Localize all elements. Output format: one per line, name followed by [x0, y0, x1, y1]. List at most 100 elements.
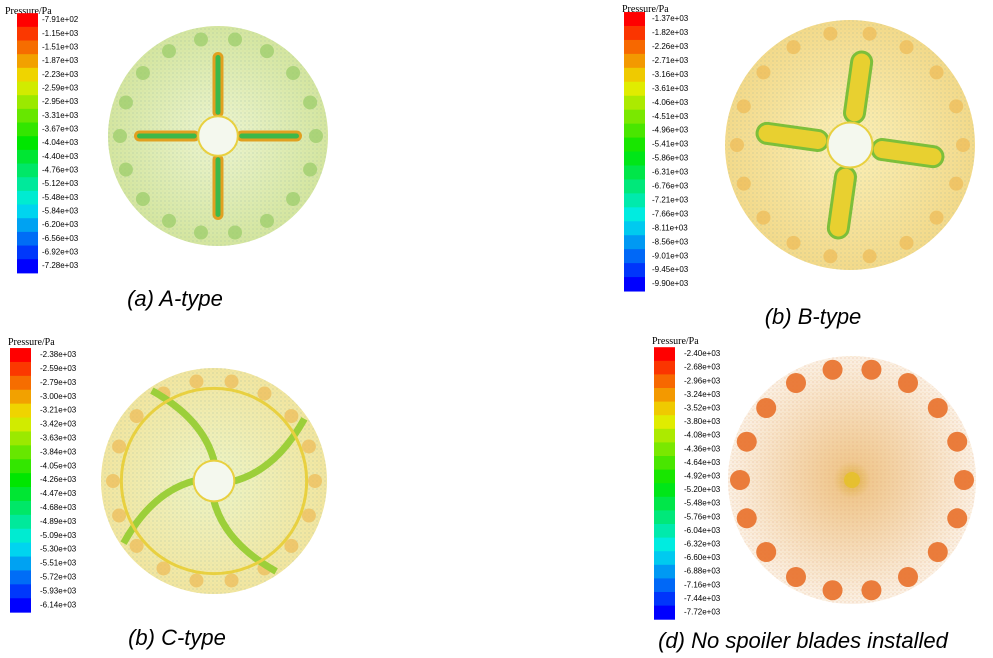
color-block [624, 138, 645, 152]
spoiler [286, 66, 300, 80]
color-block [17, 205, 38, 219]
legend-label: -4.51e+03 [652, 112, 689, 121]
color-block [624, 249, 645, 263]
caption: (a) A-type [127, 286, 223, 311]
spoiler [954, 470, 974, 490]
color-block [17, 177, 38, 191]
legend-label: -9.45e+03 [652, 265, 689, 274]
caption: (d) No spoiler blades installed [658, 628, 949, 653]
legend-label: -4.40e+03 [42, 152, 79, 161]
spoiler [737, 508, 757, 528]
spoiler [930, 211, 944, 225]
spoiler [823, 249, 837, 263]
color-block [654, 388, 675, 402]
legend-label: -6.76e+03 [652, 182, 689, 191]
legend-label: -4.08e+03 [684, 431, 721, 440]
legend-label: -2.96e+03 [684, 376, 721, 385]
spoiler [157, 561, 171, 575]
contour-disc [101, 368, 327, 594]
spoiler [898, 567, 918, 587]
spoiler [928, 398, 948, 418]
legend-label: -8.56e+03 [652, 237, 689, 246]
color-block [654, 510, 675, 524]
spoiler [737, 99, 751, 113]
spoiler [260, 214, 274, 228]
color-block [10, 459, 31, 473]
contour-disc [108, 26, 328, 246]
legend-label: -7.16e+03 [684, 580, 721, 589]
spoiler [947, 508, 967, 528]
color-block [10, 543, 31, 557]
legend-label: -4.47e+03 [40, 489, 77, 498]
legend-label: -3.31e+03 [42, 111, 79, 120]
spoiler [106, 474, 120, 488]
legend-label: -7.91e+02 [42, 15, 79, 24]
color-block [17, 136, 38, 150]
legend-label: -6.56e+03 [42, 234, 79, 243]
spoiler [949, 99, 963, 113]
legend-label: -2.68e+03 [684, 363, 721, 372]
blade [214, 54, 222, 117]
legend-label: -3.84e+03 [40, 447, 77, 456]
color-block [654, 347, 675, 361]
legend-label: -4.64e+03 [684, 458, 721, 467]
color-block [654, 402, 675, 416]
legend-label: -7.66e+03 [652, 209, 689, 218]
color-block [10, 445, 31, 459]
legend-label: -5.41e+03 [652, 140, 689, 149]
color-block [17, 218, 38, 232]
spoiler [787, 40, 801, 54]
color-block [654, 538, 675, 552]
color-block [10, 598, 31, 612]
spoiler [162, 44, 176, 58]
color-block [10, 515, 31, 529]
legend-label: -4.89e+03 [40, 517, 77, 526]
legend-label: -7.44e+03 [684, 594, 721, 603]
legend-label: -7.21e+03 [652, 195, 689, 204]
spoiler [302, 439, 316, 453]
color-block [624, 40, 645, 54]
color-block [624, 124, 645, 138]
caption: (b) B-type [765, 304, 862, 329]
color-block [654, 606, 675, 620]
color-block [10, 431, 31, 445]
color-block [10, 348, 31, 362]
spoiler [228, 32, 242, 46]
color-block [10, 473, 31, 487]
legend-title: Pressure/Pa [652, 336, 699, 347]
legend-label: -9.90e+03 [652, 279, 689, 288]
spoiler [228, 226, 242, 240]
legend-label: -1.15e+03 [42, 29, 79, 38]
hub [198, 116, 238, 156]
legend-label: -3.00e+03 [40, 392, 77, 401]
legend-label: -7.28e+03 [42, 261, 79, 270]
color-block [624, 165, 645, 179]
color-block [624, 96, 645, 110]
spoiler [162, 214, 176, 228]
spoiler [900, 236, 914, 250]
color-block [624, 263, 645, 277]
spoiler [949, 177, 963, 191]
spoiler [823, 580, 843, 600]
hub [828, 123, 873, 168]
color-block [624, 193, 645, 207]
spoiler [119, 95, 133, 109]
spoiler [737, 432, 757, 452]
legend-label: -3.63e+03 [40, 434, 77, 443]
legend-label: -3.67e+03 [42, 124, 79, 133]
color-block [624, 54, 645, 68]
color-block [10, 570, 31, 584]
legend-label: -2.26e+03 [652, 42, 689, 51]
color-block [624, 179, 645, 193]
legend-label: -2.59e+03 [42, 83, 79, 92]
color-block [654, 374, 675, 388]
spoiler [861, 580, 881, 600]
spoiler [930, 65, 944, 79]
color-block [624, 277, 645, 291]
color-block [17, 246, 38, 260]
color-block [17, 123, 38, 137]
legend-label: -4.06e+03 [652, 98, 689, 107]
color-block [654, 578, 675, 592]
blade [238, 132, 301, 140]
color-block [654, 361, 675, 375]
